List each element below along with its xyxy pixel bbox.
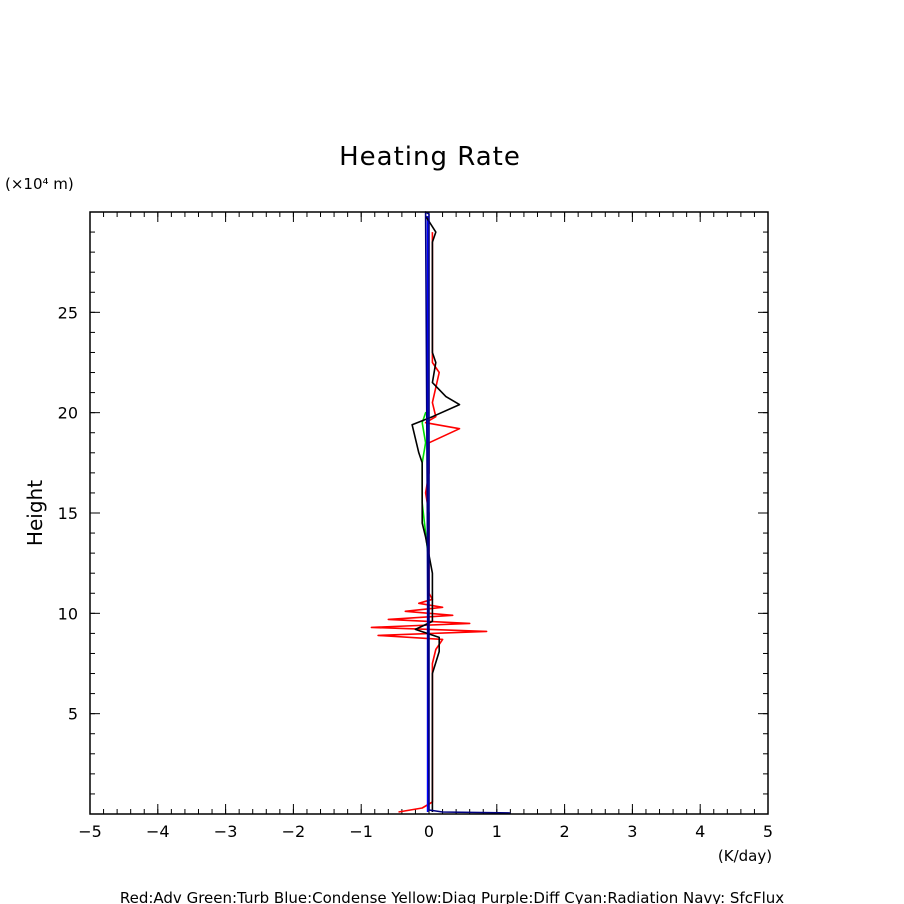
legend-footer: Red:Adv Green:Turb Blue:Condense Yellow:… bbox=[120, 889, 784, 904]
x-tick-label: 2 bbox=[560, 822, 570, 841]
series-line-turb bbox=[421, 411, 430, 564]
x-tick-label: −2 bbox=[282, 822, 306, 841]
x-tick-label: −4 bbox=[146, 822, 170, 841]
y-tick-label: 20 bbox=[58, 404, 78, 423]
y-tick-label: 25 bbox=[58, 303, 78, 322]
y-tick-label: 15 bbox=[58, 504, 78, 523]
axis-ticks: −5 −4 −3 −2 −1 0 1 2 3 4 5 5 10 15 20 25 bbox=[58, 211, 773, 841]
y-axis-label: Height bbox=[23, 480, 47, 546]
plot-frame bbox=[89, 211, 769, 815]
x-unit-label: (K/day) bbox=[718, 847, 772, 865]
x-tick-label: 5 bbox=[763, 822, 773, 841]
x-tick-label: 0 bbox=[424, 822, 434, 841]
series-line-total bbox=[411, 215, 461, 812]
y-tick-label: 10 bbox=[58, 604, 78, 623]
x-tick-label: 4 bbox=[695, 822, 705, 841]
x-tick-label: −5 bbox=[78, 822, 102, 841]
x-tick-label: 1 bbox=[492, 822, 502, 841]
series-line-adv bbox=[370, 232, 488, 813]
series-line-sfcflux bbox=[424, 211, 511, 814]
chart-title: Heating Rate bbox=[339, 142, 521, 172]
y-unit-label: (×10⁴ m) bbox=[5, 175, 74, 193]
series-group bbox=[370, 211, 511, 814]
x-tick-label: −1 bbox=[349, 822, 373, 841]
x-tick-label: −3 bbox=[214, 822, 238, 841]
x-tick-label: 3 bbox=[627, 822, 637, 841]
y-tick-label: 5 bbox=[68, 705, 78, 724]
